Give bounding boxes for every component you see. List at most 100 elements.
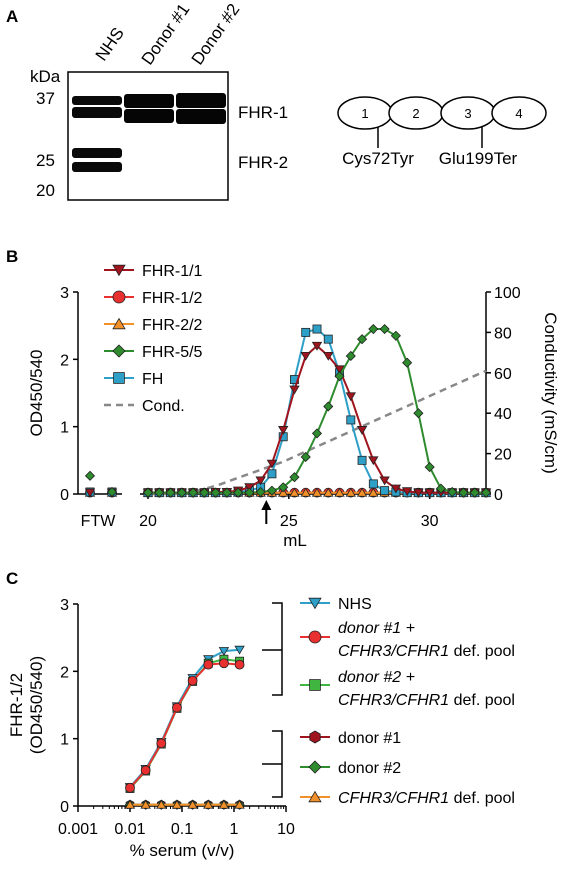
c-ytick-label: 3 <box>60 597 69 614</box>
c-data-point <box>234 645 245 655</box>
mw-marker-25: 25 <box>36 151 55 170</box>
c-legend-label-line2: CFHR3/CFHR1 def. pool <box>338 643 515 660</box>
c-y-axis-label-line1: FHR-1/2 <box>7 673 26 737</box>
b-ytick-label: 3 <box>60 285 69 302</box>
b-data-point <box>176 487 187 498</box>
c-data-point <box>156 738 167 749</box>
b-legend-marker <box>113 372 125 384</box>
b-y2tick-label: 100 <box>494 285 521 302</box>
b-data-point <box>380 486 390 496</box>
b-data-point <box>165 487 176 498</box>
c-ytick-label: 2 <box>60 664 69 681</box>
b-data-point <box>266 485 277 496</box>
b-ytick-label: 0 <box>60 487 69 504</box>
b-legend-label: FHR-5/5 <box>142 344 203 361</box>
b-data-point <box>435 483 446 494</box>
c-legend-marker <box>309 679 321 691</box>
c-data-point <box>203 799 214 809</box>
b-data-point <box>346 415 356 425</box>
b-ftw-label: FTW <box>81 513 117 530</box>
b-x-axis-label: mL <box>283 531 307 550</box>
b-data-point <box>368 323 379 335</box>
b-legend-label: FH <box>142 371 163 388</box>
b-data-point <box>312 324 322 334</box>
c-legend-label-line2: CFHR3/CFHR1 def. pool <box>338 692 515 709</box>
b-data-point <box>311 341 323 351</box>
c-legend-label: donor #2 <box>338 760 401 777</box>
b-data-point <box>289 487 300 497</box>
b-xtick-label: 30 <box>421 513 439 530</box>
b-data-point <box>311 487 323 497</box>
b-arrow-head <box>261 500 272 510</box>
c-data-point <box>140 799 151 809</box>
c-legend-marker <box>309 730 321 744</box>
b-data-point <box>300 351 311 361</box>
c-data-point <box>187 799 198 809</box>
b-legend-label: FHR-1/1 <box>142 263 203 280</box>
b-data-point <box>210 487 221 498</box>
b-data-point <box>413 408 424 419</box>
c-xtick-label: 0.001 <box>58 821 98 838</box>
c-data-point <box>203 659 214 670</box>
b-data-point <box>413 488 424 498</box>
c-legend-marker <box>308 597 322 610</box>
b-y2-axis-label: Conductivity (mS/cm) <box>541 312 560 474</box>
domain-number-1: 1 <box>361 106 368 121</box>
b-data-point <box>233 487 244 498</box>
c-data-point <box>171 799 183 809</box>
b-data-point <box>267 469 277 479</box>
domain-diagram: 1 2 3 4 <box>337 96 547 148</box>
b-data-point <box>357 334 368 345</box>
panel-a-letter: A <box>6 7 18 26</box>
c-data-point <box>234 799 245 809</box>
b-data-point <box>300 487 311 497</box>
b-data-point <box>323 334 333 344</box>
b-data-point <box>244 487 255 498</box>
b-data-point <box>390 330 401 341</box>
panel-b-letter: B <box>6 247 18 266</box>
c-x-axis-label: % serum (v/v) <box>130 841 235 860</box>
c-data-point <box>172 702 182 713</box>
lane-label-donor2: Donor #2 <box>188 0 244 68</box>
lane-label-donor1: Donor #1 <box>138 0 194 68</box>
c-data-point <box>140 765 151 776</box>
b-data-point <box>447 486 458 498</box>
b-data-point <box>255 476 266 486</box>
b-legend-label: Cond. <box>142 398 185 415</box>
b-data-point <box>142 487 154 498</box>
c-ytick-label: 0 <box>60 799 69 816</box>
b-data-point <box>255 486 266 498</box>
c-legend-label-line1: donor #2 + <box>338 669 415 686</box>
b-data-point <box>301 327 311 337</box>
c-data-point <box>219 658 229 669</box>
b-data-point <box>311 428 323 439</box>
c-xtick-label: 1 <box>230 821 239 838</box>
b-data-point <box>334 365 345 375</box>
b-data-point <box>379 476 390 486</box>
mw-marker-37: 37 <box>36 89 55 108</box>
b-data-point <box>323 351 334 361</box>
c-data-point <box>187 675 198 686</box>
b-data-point <box>345 487 356 497</box>
b-legend-label: FHR-2/2 <box>142 317 203 334</box>
b-data-point <box>289 472 300 483</box>
c-xtick-label: 10 <box>277 821 295 838</box>
b-data-point <box>334 371 345 382</box>
c-legend-label-line1: donor #1 + <box>338 620 415 637</box>
mw-marker-20: 20 <box>36 181 55 200</box>
b-ftw-point <box>106 486 118 498</box>
b-data-point <box>401 487 413 497</box>
b-data-point <box>221 487 232 498</box>
band-label-fhr1: FHR-1 <box>238 103 288 122</box>
c-legend-label: NHS <box>338 596 372 613</box>
b-data-point <box>289 385 300 395</box>
b-ftw-point <box>84 470 96 481</box>
lane-label-nhs: NHS <box>92 24 128 64</box>
c-data-point <box>234 659 245 670</box>
b-data-point <box>278 482 289 493</box>
c-legend-label: CFHR3/CFHR1 def. pool <box>338 790 515 807</box>
b-series-line-cond <box>148 369 487 496</box>
b-data-point <box>368 456 379 466</box>
c-ytick-label: 1 <box>60 732 69 749</box>
